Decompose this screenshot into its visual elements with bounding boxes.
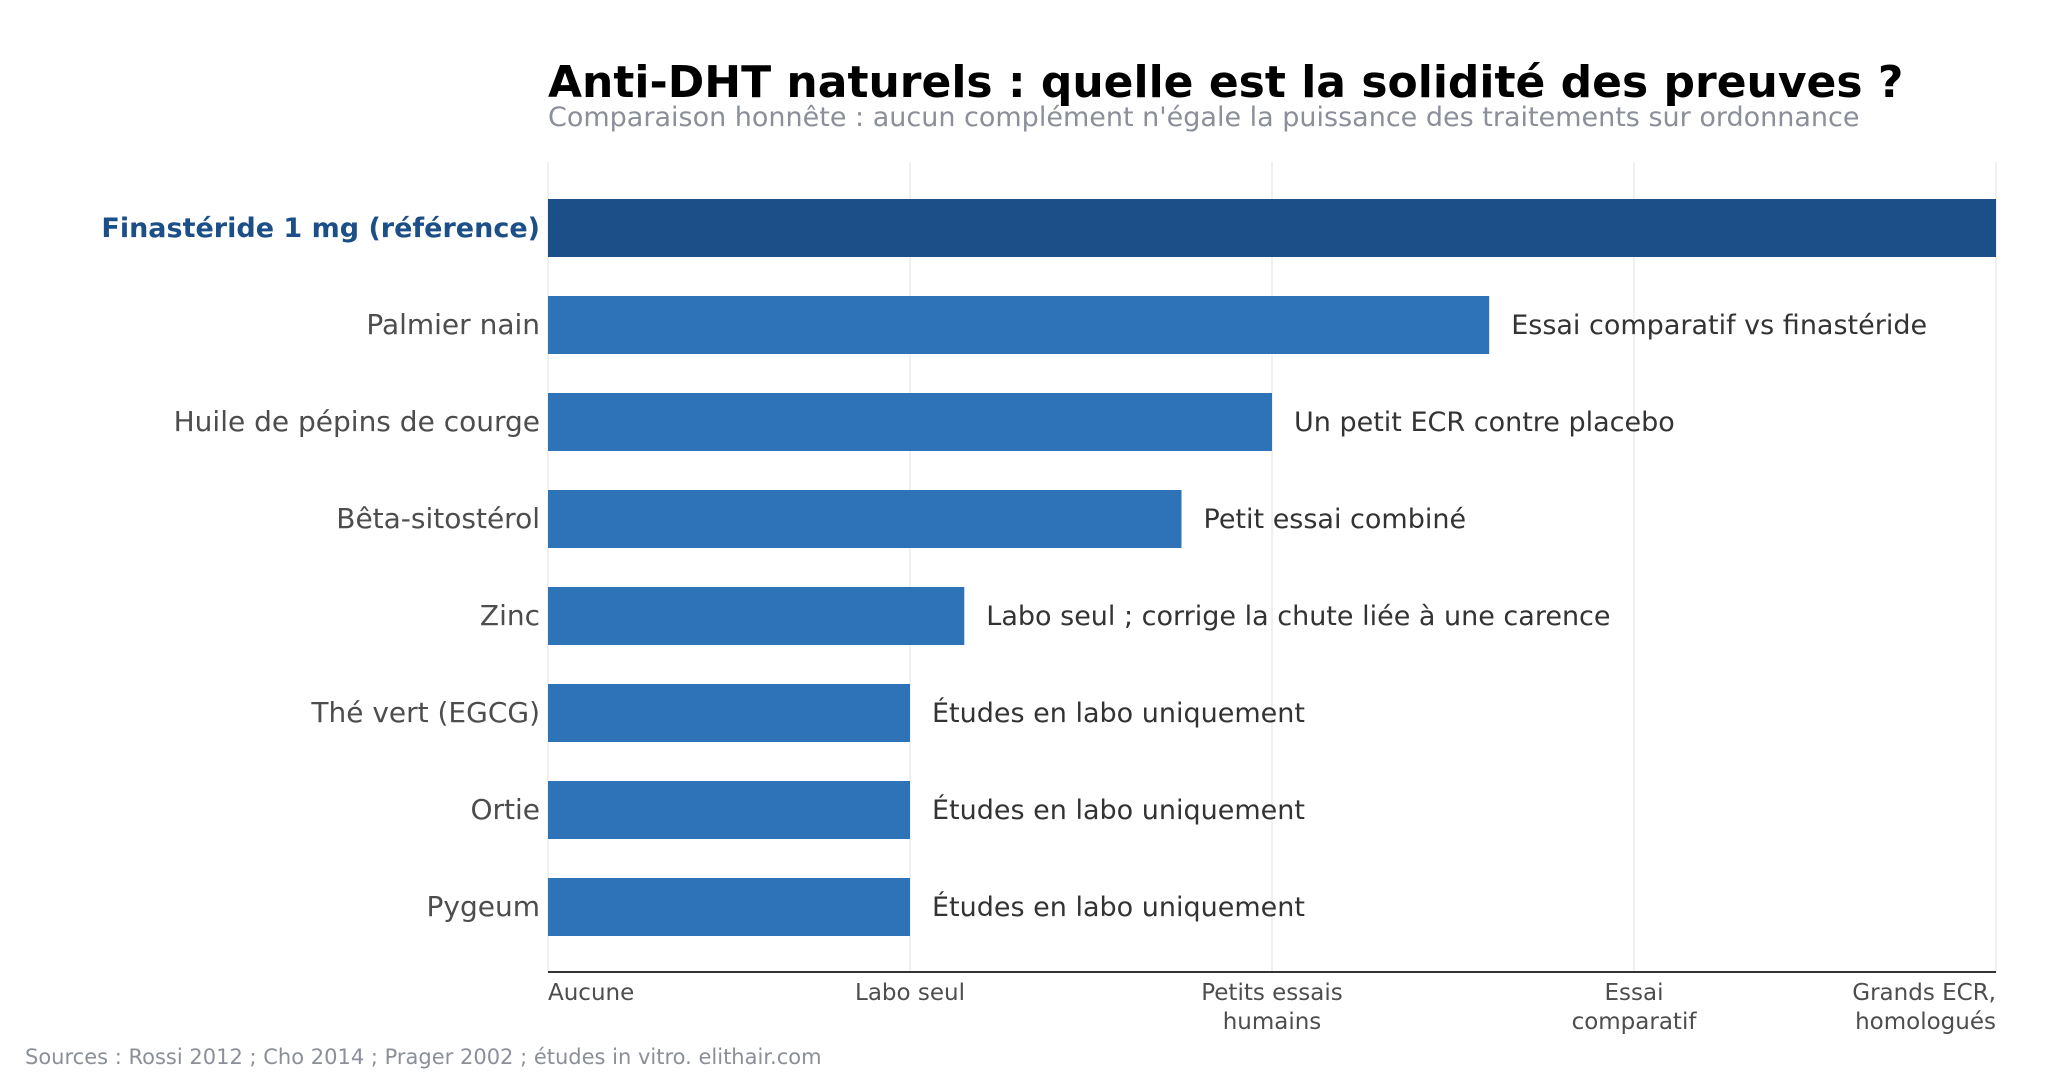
bars	[548, 199, 1996, 936]
category-label-6: Ortie	[470, 793, 540, 826]
bar-6	[548, 781, 910, 839]
bar-annotation-2: Un petit ECR contre placebo	[1294, 407, 1675, 438]
chart-subtitle: Comparaison honnête : aucun complément n…	[548, 102, 1859, 133]
grid-lines	[547, 162, 1997, 972]
category-label-4: Zinc	[480, 599, 540, 632]
x-tick-label-1: Labo seul	[855, 980, 965, 1006]
category-labels: Finastéride 1 mg (référence) Palmier nain…	[101, 213, 540, 923]
bar-annotation-6: Études en labo uniquement	[932, 794, 1305, 826]
bar-annotations: Essai comparatif vs finastéride Un petit …	[932, 310, 1927, 923]
bar-annotation-1: Essai comparatif vs finastéride	[1511, 310, 1927, 341]
source-note: Sources : Rossi 2012 ; Cho 2014 ; Prager…	[25, 1045, 822, 1069]
x-tick-label-3: Essai comparatif	[1572, 980, 1698, 1035]
x-tick-label-2: Petits essais humains	[1201, 980, 1343, 1035]
bar-4	[548, 587, 965, 645]
bar-2	[548, 393, 1272, 451]
category-label-3: Bêta-sitostérol	[336, 502, 540, 535]
category-label-1: Palmier nain	[366, 308, 540, 341]
bar-0	[548, 199, 1996, 257]
category-label-2: Huile de pépins de courge	[174, 405, 540, 438]
bar-3	[548, 490, 1182, 548]
bar-annotation-7: Études en labo uniquement	[932, 891, 1305, 923]
category-label-0: Finastéride 1 mg (référence)	[101, 213, 540, 244]
bar-annotation-3: Petit essai combiné	[1204, 504, 1467, 535]
x-axis: Aucune Labo seul Petits essais humains Essai…	[548, 971, 1996, 1035]
x-tick-label-4: Grands ECR, homologués	[1852, 980, 1996, 1035]
category-label-5: Thé vert (EGCG)	[310, 696, 540, 729]
x-tick-label-0: Aucune	[548, 980, 634, 1006]
bar-5	[548, 684, 910, 742]
bar-annotation-5: Études en labo uniquement	[932, 697, 1305, 729]
bar-annotation-4: Labo seul ; corrige la chute liée à une …	[986, 601, 1610, 632]
bar-1	[548, 296, 1490, 354]
category-label-7: Pygeum	[427, 890, 540, 923]
chart-title: Anti-DHT naturels : quelle est la solidi…	[548, 57, 1903, 108]
bar-7	[548, 878, 910, 936]
